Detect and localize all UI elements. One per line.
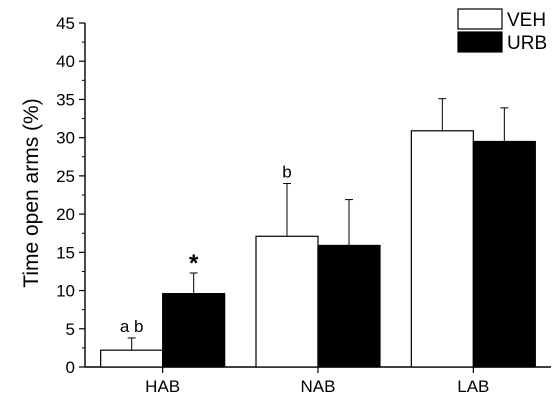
- legend-label-veh: VEH: [507, 10, 546, 31]
- y-tick-label: 15: [56, 243, 75, 262]
- y-tick-label: 35: [56, 90, 75, 109]
- annotations-layer: a b * b: [120, 163, 292, 336]
- y-tick-label: 5: [66, 320, 75, 339]
- y-tick-label: 10: [56, 282, 75, 301]
- significance-label: a b: [120, 317, 144, 336]
- legend-swatch-urb: [457, 31, 503, 53]
- y-tick-label: 0: [66, 358, 75, 377]
- x-tick-label: HAB: [145, 377, 180, 396]
- bar-veh-hab: [100, 349, 164, 368]
- legend-swatch-veh: [457, 8, 503, 30]
- legend-label-urb: URB: [507, 33, 547, 54]
- x-tick-label: LAB: [457, 377, 489, 396]
- bar-veh-nab: [255, 235, 319, 368]
- y-tick-label: 25: [56, 167, 75, 186]
- y-axis-title: Time open arms (%): [20, 98, 43, 287]
- significance-label: *: [189, 250, 199, 277]
- y-tick-label: 40: [56, 52, 75, 71]
- bar-urb-hab: [162, 293, 226, 368]
- y-tick-label: 45: [56, 14, 75, 33]
- bar-urb-lab: [472, 140, 536, 368]
- bars-layer: [100, 98, 536, 368]
- y-tick-label: 20: [56, 205, 75, 224]
- bar-urb-nab: [317, 244, 381, 368]
- x-tick-label: NAB: [301, 377, 336, 396]
- y-tick-label: 30: [56, 129, 75, 148]
- significance-label: b: [282, 163, 291, 182]
- bar-veh-lab: [410, 130, 474, 368]
